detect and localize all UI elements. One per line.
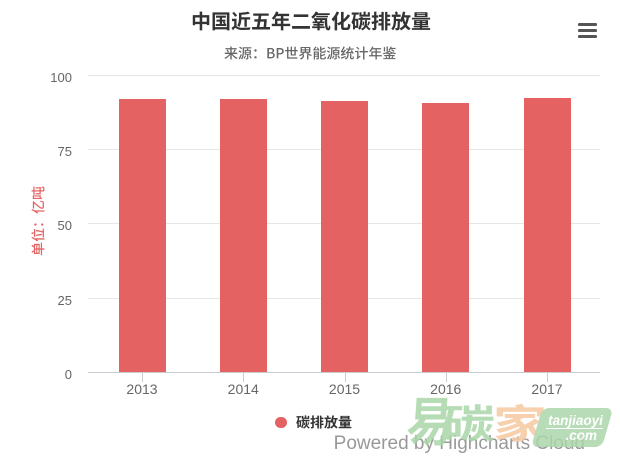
chart-title: 中国近五年二氧化碳排放量 [0,11,620,34]
y-axis-label: 25 [57,292,72,308]
y-gridline [88,74,600,76]
x-axis-label: 2015 [328,381,361,397]
y-axis-label: 50 [57,218,72,234]
credits-link[interactable]: Powered by Highcharts Cloud [333,433,585,454]
x-axis-tick [445,373,447,382]
column-bar[interactable] [321,100,368,373]
x-axis-tick [142,373,143,382]
x-axis-line [88,372,600,373]
x-axis-tick [344,373,346,382]
x-axis-label: 2014 [227,381,259,397]
hamburger-icon [578,35,597,38]
column-bar[interactable] [219,99,267,373]
y-axis-title-text: 单位：亿吨 [31,186,45,256]
legend-marker-circle [275,416,287,429]
context-menu-button[interactable] [572,17,602,43]
y-axis-label: 100 [50,69,72,85]
legend-label-text: 碳排放量 [296,415,352,429]
y-axis-label: 0 [64,367,72,383]
x-axis-tick [547,373,548,382]
column-bar[interactable] [118,99,166,373]
x-axis-tick [243,373,245,382]
chart-subtitle-text: 来源：BP世界能源统计年鉴 [224,46,396,60]
hamburger-icon [578,23,597,26]
x-axis-label: 2016 [430,381,462,397]
chart-subtitle: 来源：BP世界能源统计年鉴 [0,46,620,62]
legend: 碳排放量 [0,413,620,433]
column-bar[interactable] [422,102,470,373]
hamburger-icon [578,29,597,32]
x-axis-label: 2017 [531,381,563,397]
column-bar[interactable] [523,97,571,373]
x-axis-label: 2013 [126,381,158,397]
y-axis-label: 75 [57,143,72,159]
chart-title-text: 中国近五年二氧化碳排放量 [191,11,431,31]
legend-label: 碳排放量 [296,415,352,431]
